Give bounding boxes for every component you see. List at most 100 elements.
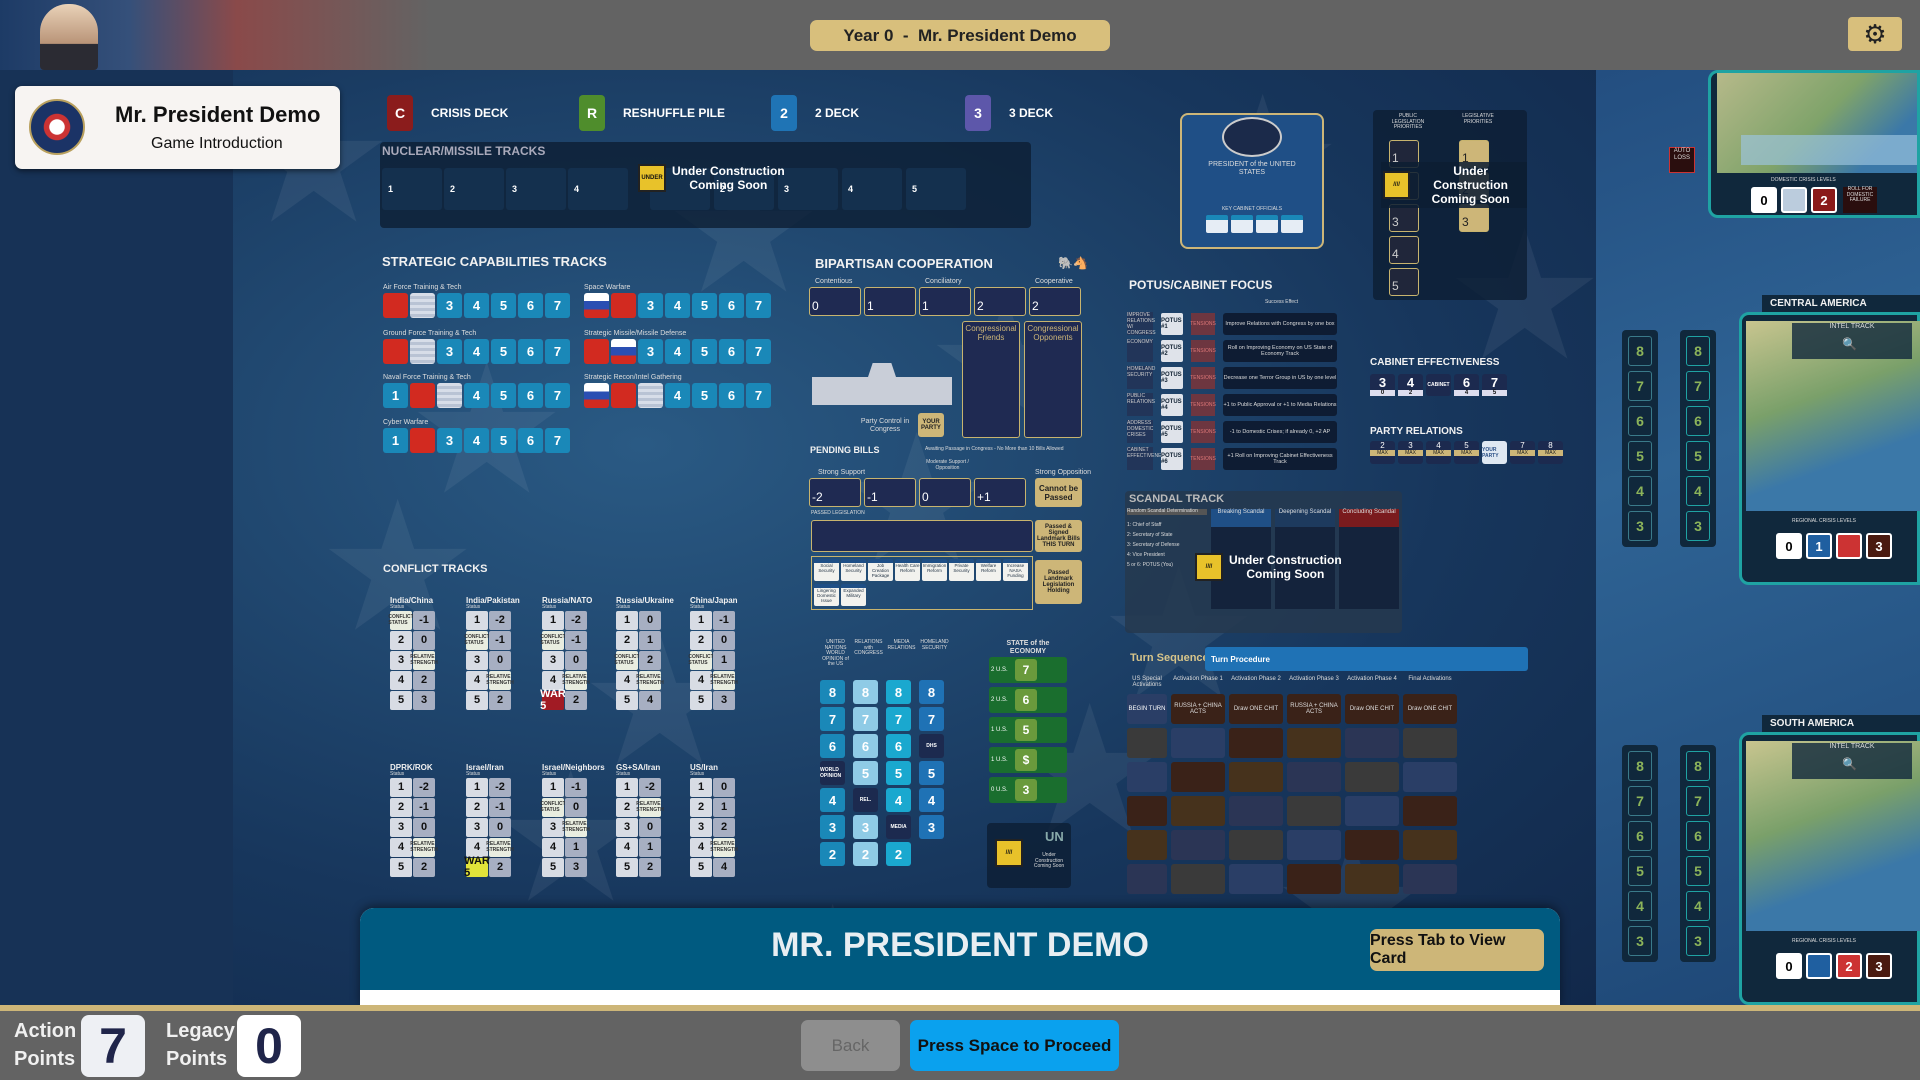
stability-box[interactable]: 8 bbox=[1686, 751, 1710, 781]
conflict-box[interactable]: 1 bbox=[390, 777, 412, 797]
conflict-box[interactable]: 3 bbox=[616, 817, 638, 837]
conflict-status-marker[interactable]: CONFLICT STATUS bbox=[688, 650, 714, 670]
party-box[interactable]: YOUR PARTY bbox=[1482, 441, 1507, 464]
bill-card[interactable]: Social Security bbox=[814, 559, 839, 581]
conflict-box[interactable]: 2 bbox=[390, 630, 412, 650]
conflict-box[interactable]: -2 bbox=[413, 777, 435, 797]
conflict-box[interactable]: -1 bbox=[489, 797, 511, 817]
conflict-box[interactable]: 1 bbox=[466, 610, 488, 630]
conflict-box[interactable]: 5 bbox=[466, 690, 488, 710]
relative-strength-marker[interactable]: RELATIVE STRENGTH bbox=[636, 670, 664, 690]
conflict-box[interactable]: 0 bbox=[489, 650, 511, 670]
conflict-box[interactable]: 1 bbox=[639, 630, 661, 650]
conflict-status-marker[interactable]: CONFLICT STATUS bbox=[614, 650, 640, 670]
stability-box[interactable]: 6 bbox=[1686, 406, 1710, 436]
conflict-box[interactable]: -2 bbox=[489, 610, 511, 630]
stability-box[interactable]: 5 bbox=[1686, 441, 1710, 471]
conflict-box[interactable]: 2 bbox=[413, 670, 435, 690]
potus-chip[interactable]: POTUS #3 bbox=[1161, 366, 1183, 389]
conflict-box[interactable]: 5 bbox=[390, 690, 412, 710]
conflict-box[interactable]: 5 bbox=[690, 857, 712, 877]
bipartisan-box[interactable]: 0 bbox=[809, 287, 861, 316]
potus-chip[interactable]: POTUS #5 bbox=[1161, 420, 1183, 443]
stability-box[interactable]: 3 bbox=[1686, 511, 1710, 541]
bill-card[interactable]: Homeland Security bbox=[841, 559, 866, 581]
conflict-box[interactable]: 5 bbox=[542, 857, 564, 877]
party-box[interactable]: 5 MAX bbox=[1454, 441, 1479, 464]
bipartisan-box[interactable]: 1 bbox=[864, 287, 916, 316]
conflict-box[interactable]: 4 bbox=[390, 670, 412, 690]
cabinet-official-card[interactable] bbox=[1281, 215, 1303, 233]
conflict-box[interactable]: 5 bbox=[616, 690, 638, 710]
conflict-box[interactable]: -2 bbox=[639, 777, 661, 797]
conflict-box[interactable]: 2 bbox=[616, 797, 638, 817]
conflict-box[interactable]: 1 bbox=[713, 650, 735, 670]
potus-chip[interactable]: POTUS #6 bbox=[1161, 447, 1183, 470]
bill-card[interactable]: Lingering Domestic Issue bbox=[814, 584, 839, 606]
conflict-box[interactable]: 2 bbox=[616, 630, 638, 650]
conflict-box[interactable]: 1 bbox=[616, 610, 638, 630]
deck-2[interactable]: 2 2 DECK bbox=[771, 95, 859, 131]
conflict-box[interactable]: WAR 5 bbox=[540, 688, 566, 712]
stability-box[interactable]: 6 bbox=[1686, 821, 1710, 851]
conflict-box[interactable]: 2 bbox=[466, 797, 488, 817]
conflict-box[interactable]: 3 bbox=[542, 650, 564, 670]
conflict-box[interactable]: 1 bbox=[616, 777, 638, 797]
bipartisan-box[interactable]: 2 bbox=[1029, 287, 1081, 316]
cabinet-box[interactable]: CABINET bbox=[1426, 374, 1451, 396]
view-card-button[interactable]: Press Tab to View Card bbox=[1370, 929, 1544, 971]
proceed-button[interactable]: Press Space to Proceed bbox=[910, 1020, 1119, 1071]
conflict-box[interactable]: 1 bbox=[690, 610, 712, 630]
conflict-box[interactable]: 4 bbox=[466, 837, 488, 857]
stability-box[interactable]: 7 bbox=[1686, 786, 1710, 816]
conflict-box[interactable]: 0 bbox=[413, 817, 435, 837]
conflict-box[interactable]: 4 bbox=[690, 837, 712, 857]
conflict-box[interactable]: 3 bbox=[390, 817, 412, 837]
conflict-box[interactable]: 4 bbox=[542, 670, 564, 690]
alignment-box[interactable]: 4 bbox=[1628, 476, 1652, 506]
conflict-box[interactable]: 3 bbox=[542, 817, 564, 837]
conflict-box[interactable]: 4 bbox=[690, 670, 712, 690]
conflict-box[interactable]: 2 bbox=[690, 630, 712, 650]
conflict-box[interactable]: -1 bbox=[565, 777, 587, 797]
alignment-box[interactable]: 7 bbox=[1628, 786, 1652, 816]
alignment-box[interactable]: 8 bbox=[1628, 751, 1652, 781]
conflict-status-marker[interactable]: CONFLICT STATUS bbox=[388, 610, 414, 630]
conflict-box[interactable]: 4 bbox=[466, 670, 488, 690]
conflict-status-marker[interactable]: CONFLICT STATUS bbox=[464, 630, 490, 650]
alignment-box[interactable]: 3 bbox=[1628, 926, 1652, 956]
relative-strength-marker[interactable]: RELATIVE STRENGTH bbox=[562, 817, 590, 837]
bill-card[interactable]: Welfare Reform bbox=[976, 559, 1001, 581]
conflict-box[interactable]: 2 bbox=[489, 690, 511, 710]
cabinet-official-card[interactable] bbox=[1231, 215, 1253, 233]
conflict-box[interactable]: 2 bbox=[690, 797, 712, 817]
conflict-box[interactable]: 0 bbox=[565, 797, 587, 817]
relative-strength-marker[interactable]: RELATIVE STRENGTH bbox=[486, 670, 514, 690]
stability-box[interactable]: 5 bbox=[1686, 856, 1710, 886]
stability-box[interactable]: 3 bbox=[1686, 926, 1710, 956]
pending-bill-box[interactable]: +1 bbox=[974, 478, 1026, 507]
conflict-box[interactable]: 3 bbox=[390, 650, 412, 670]
party-box[interactable]: 8 MAX bbox=[1538, 441, 1563, 464]
conflict-box[interactable]: 1 bbox=[690, 777, 712, 797]
conflict-box[interactable]: 0 bbox=[413, 630, 435, 650]
conflict-box[interactable]: 1 bbox=[565, 837, 587, 857]
conflict-box[interactable]: 3 bbox=[713, 690, 735, 710]
conflict-box[interactable]: 2 bbox=[489, 857, 511, 877]
conflict-status-marker[interactable]: CONFLICT STATUS bbox=[540, 630, 566, 650]
relative-strength-marker[interactable]: RELATIVE STRENGTH bbox=[710, 837, 738, 857]
deck-3[interactable]: 3 3 DECK bbox=[965, 95, 1053, 131]
conflict-box[interactable]: 4 bbox=[713, 857, 735, 877]
conflict-box[interactable]: 1 bbox=[542, 777, 564, 797]
alignment-box[interactable]: 5 bbox=[1628, 441, 1652, 471]
conflict-box[interactable]: 4 bbox=[390, 837, 412, 857]
alignment-box[interactable]: 3 bbox=[1628, 511, 1652, 541]
conflict-box[interactable]: 1 bbox=[542, 610, 564, 630]
conflict-box[interactable]: 2 bbox=[413, 857, 435, 877]
bill-card[interactable]: Health Care Reform bbox=[895, 559, 920, 581]
alignment-box[interactable]: 7 bbox=[1628, 371, 1652, 401]
stability-box[interactable]: 4 bbox=[1686, 891, 1710, 921]
conflict-box[interactable]: WAR 5 bbox=[464, 855, 490, 879]
conflict-box[interactable]: 0 bbox=[639, 610, 661, 630]
